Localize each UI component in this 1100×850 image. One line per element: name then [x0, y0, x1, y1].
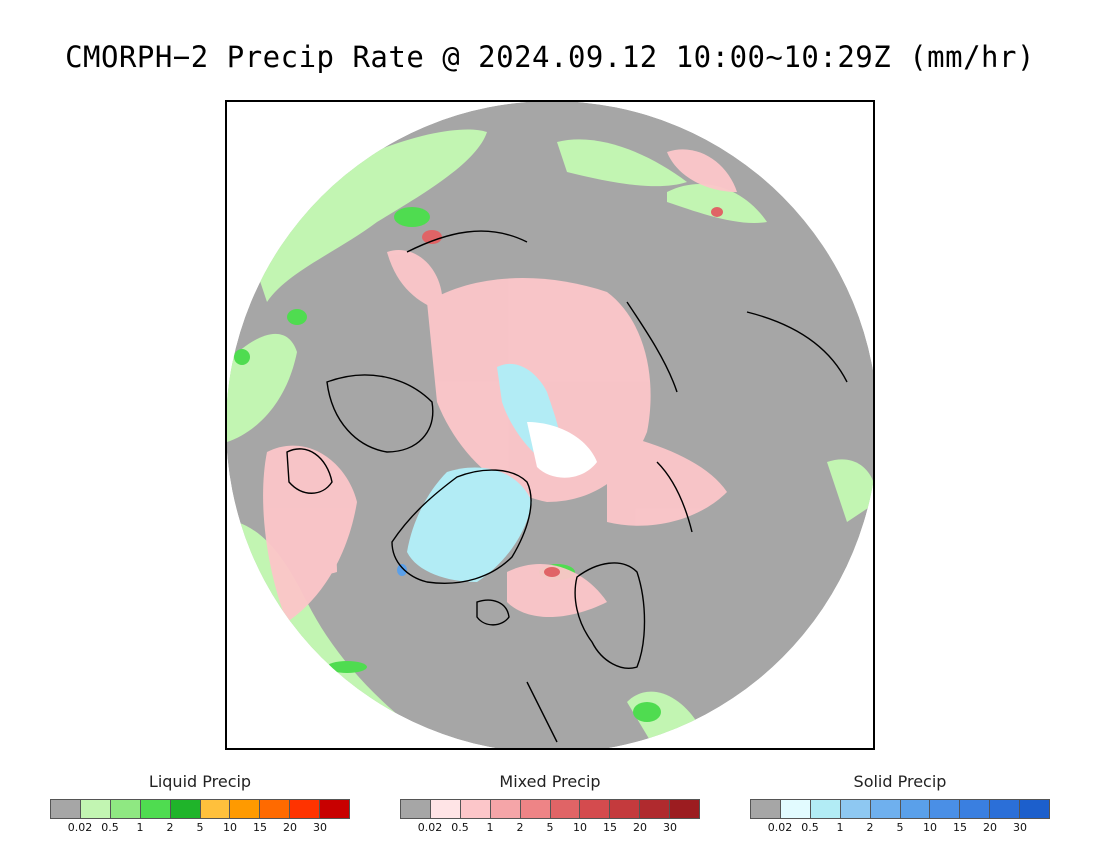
- legend-swatch: [990, 800, 1021, 818]
- polar-precip-map: [227, 102, 873, 748]
- legend-swatch: [430, 800, 461, 818]
- legend-swatch: [610, 800, 641, 818]
- legend-swatch: [290, 800, 321, 818]
- legend-tick-label: 2: [166, 821, 174, 834]
- legend-tick-label: 30: [1013, 821, 1027, 834]
- legend-mixed-colorbar: [400, 799, 700, 819]
- coastlines: [286, 230, 848, 743]
- legend-swatch: [230, 800, 261, 818]
- legend-swatch: [840, 800, 871, 818]
- legend-mixed: Mixed Precip 0.02 0.5 1 2 5 10 15 20 30: [400, 772, 700, 835]
- legend-tick-label: 15: [603, 821, 617, 834]
- legend-tick-label: 0.02: [417, 821, 443, 834]
- legend-swatch: [490, 800, 521, 818]
- legend-swatch: [80, 800, 111, 818]
- legend-liquid-title: Liquid Precip: [148, 772, 252, 791]
- legend-swatch: [320, 800, 350, 818]
- legend-tick-label: 2: [866, 821, 874, 834]
- legend-liquid: Liquid Precip 0.02 0.5 1 2 5 10 15 20 30: [50, 772, 350, 835]
- legend-tick-label: 0.02: [767, 821, 793, 834]
- legend-tick-label: 0.5: [101, 821, 119, 834]
- legend-tick-label: 20: [983, 821, 997, 834]
- solid-precip-areas: [397, 363, 597, 582]
- legend-tick-label: 10: [923, 821, 937, 834]
- legend-mixed-ticks: 0.02 0.5 1 2 5 10 15 20 30: [400, 821, 700, 835]
- map-title: CMORPH−2 Precip Rate @ 2024.09.12 10:00∼…: [65, 40, 1035, 74]
- legend-solid-title: Solid Precip: [853, 772, 947, 791]
- legend-tick-label: 30: [663, 821, 677, 834]
- legend-swatch: [200, 800, 231, 818]
- legend-swatch: [460, 800, 491, 818]
- legend-solid: Solid Precip 0.02 0.5 1 2 5 10 15 20 30: [750, 772, 1050, 835]
- legend-tick-label: 5: [546, 821, 554, 834]
- legend-mixed-title: Mixed Precip: [499, 772, 601, 791]
- legend-solid-ticks: 0.02 0.5 1 2 5 10 15 20 30: [750, 821, 1050, 835]
- legend-swatch: [520, 800, 551, 818]
- legend-solid-colorbar: [750, 799, 1050, 819]
- legend-swatch: [1020, 800, 1050, 818]
- legend-tick-label: 15: [953, 821, 967, 834]
- legend-tick-label: 30: [313, 821, 327, 834]
- mixed-precip-areas: [263, 149, 737, 622]
- legend-tick-label: 0.5: [801, 821, 819, 834]
- legend-swatch: [550, 800, 581, 818]
- legend-swatch: [401, 800, 431, 818]
- legend-tick-label: 10: [223, 821, 237, 834]
- legend-swatch: [930, 800, 961, 818]
- legend-tick-label: 20: [283, 821, 297, 834]
- mixed-precip-heavy: [422, 207, 723, 577]
- legend-tick-label: 15: [253, 821, 267, 834]
- legend-liquid-colorbar: [50, 799, 350, 819]
- legend-tick-label: 5: [196, 821, 204, 834]
- legend-tick-label: 2: [516, 821, 524, 834]
- legend-swatch: [110, 800, 141, 818]
- legend-swatch: [140, 800, 171, 818]
- legend-swatch: [900, 800, 931, 818]
- legend-swatch: [670, 800, 700, 818]
- legend-swatch: [751, 800, 781, 818]
- legend-swatch: [780, 800, 811, 818]
- legend-tick-label: 10: [573, 821, 587, 834]
- liquid-precip-moderate: [234, 207, 661, 722]
- map-panel: [225, 100, 875, 750]
- legend-swatch: [580, 800, 611, 818]
- legend-swatch: [810, 800, 841, 818]
- legend-swatch: [870, 800, 901, 818]
- legend-tick-label: 5: [896, 821, 904, 834]
- legend-tick-label: 1: [486, 821, 494, 834]
- legend-swatch: [170, 800, 201, 818]
- legend-tick-label: 20: [633, 821, 647, 834]
- legend-tick-label: 1: [836, 821, 844, 834]
- legend-swatch: [260, 800, 291, 818]
- legend-swatch: [960, 800, 991, 818]
- legend-swatch: [640, 800, 671, 818]
- legend-liquid-ticks: 0.02 0.5 1 2 5 10 15 20 30: [50, 821, 350, 835]
- legend-tick-label: 0.5: [451, 821, 469, 834]
- legend-tick-label: 1: [136, 821, 144, 834]
- legend-tick-label: 0.02: [67, 821, 93, 834]
- legend-swatch: [51, 800, 81, 818]
